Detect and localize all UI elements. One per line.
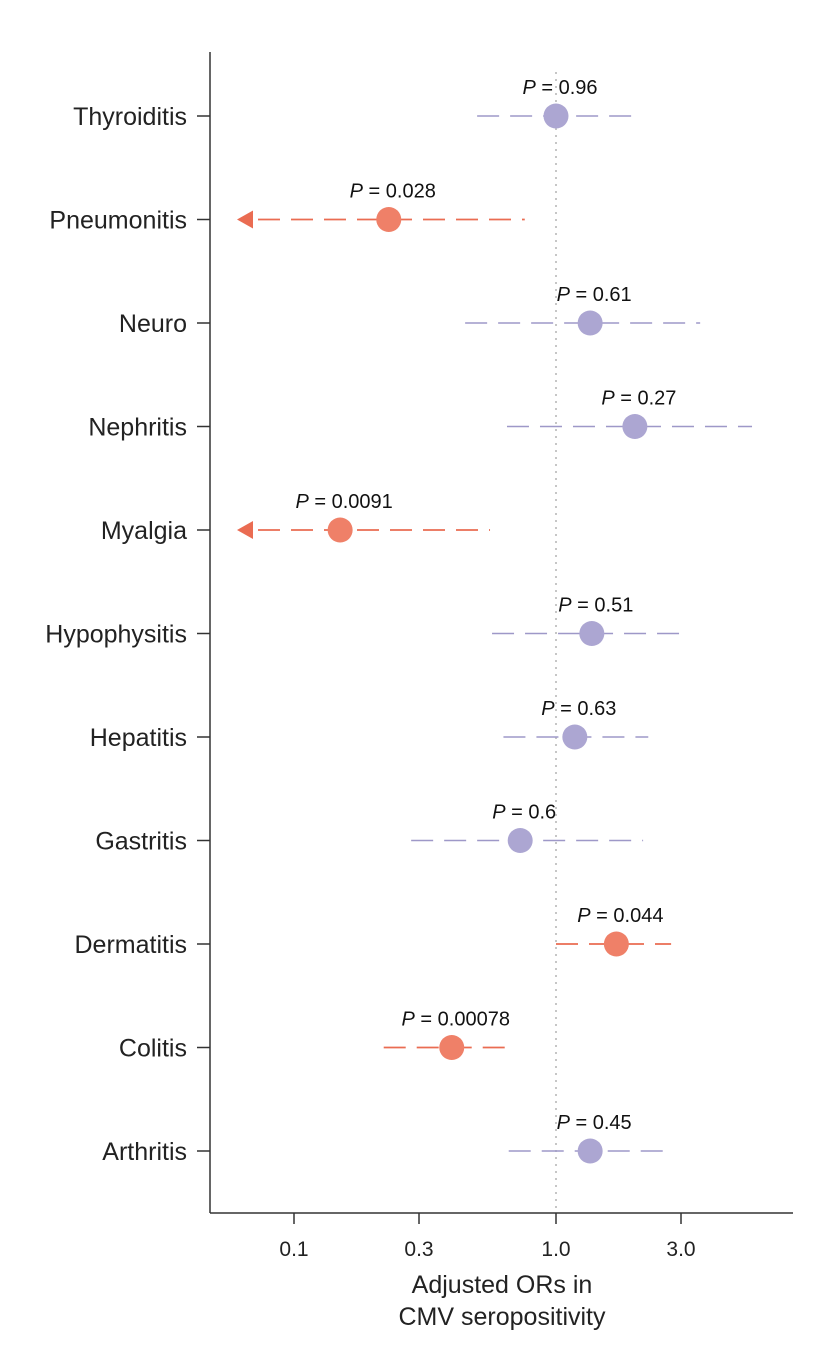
x-tick-label: 0.1	[279, 1238, 308, 1261]
p-value-label: P = 0.45	[557, 1112, 632, 1134]
category-label: Pneumonitis	[49, 207, 187, 235]
forest-row: Thyroiditis P = 0.96	[73, 77, 638, 131]
category-label: Thyroiditis	[73, 103, 187, 131]
category-label: Hypophysitis	[45, 621, 187, 649]
category-label: Arthritis	[102, 1138, 187, 1166]
category-label: Gastritis	[95, 828, 187, 856]
forest-row: Arthritis P = 0.45	[102, 1112, 670, 1166]
forest-row: Hypophysitis P = 0.51	[45, 595, 683, 649]
forest-row: Hepatitis P = 0.63	[90, 698, 649, 752]
p-value-label: P = 0.028	[350, 181, 436, 203]
p-value-label: P = 0.63	[541, 698, 616, 720]
p-value-label: P = 0.6	[492, 802, 556, 824]
odds-ratio-point	[439, 1035, 465, 1060]
p-value-label: P = 0.044	[577, 905, 663, 927]
odds-ratio-point	[376, 207, 402, 232]
forest-row: Nephritis P = 0.27	[88, 388, 753, 442]
p-value-label: P = 0.27	[601, 388, 676, 410]
forest-row: Pneumonitis P = 0.028	[49, 181, 525, 235]
odds-ratio-point	[579, 621, 605, 646]
truncation-arrow	[237, 210, 253, 229]
odds-ratio-point	[543, 103, 569, 129]
forest-rows: Thyroiditis P = 0.96 Pneumonitis P = 0.028 N…	[45, 77, 753, 1166]
p-value-label: P = 0.00078	[402, 1009, 510, 1031]
x-axis-title-line: Adjusted ORs in	[412, 1271, 593, 1299]
category-label: Dermatitis	[74, 931, 187, 959]
category-label: Neuro	[119, 310, 187, 338]
odds-ratio-point	[577, 1138, 603, 1164]
forest-row: Gastritis P = 0.6	[95, 802, 644, 856]
category-label: Colitis	[119, 1035, 187, 1063]
axes: 0.1 0.3 1.0 3.0	[209, 52, 793, 1261]
category-label: Hepatitis	[90, 724, 187, 752]
p-value-label: P = 0.0091	[295, 491, 392, 513]
category-label: Myalgia	[101, 517, 187, 545]
odds-ratio-point	[507, 828, 533, 853]
odds-ratio-point	[327, 517, 353, 543]
x-tick-label: 3.0	[666, 1238, 695, 1261]
odds-ratio-point	[577, 310, 603, 336]
odds-ratio-point	[603, 931, 629, 957]
p-value-label: P = 0.96	[522, 77, 597, 99]
category-label: Nephritis	[88, 414, 187, 442]
truncation-arrow	[237, 521, 253, 539]
x-axis-title: Adjusted ORs in CMV seropositivity	[399, 1271, 606, 1331]
odds-ratio-point	[562, 724, 588, 750]
forest-row: Dermatitis P = 0.044	[74, 905, 672, 959]
p-value-label: P = 0.51	[558, 595, 633, 617]
p-value-label: P = 0.61	[557, 284, 632, 306]
forest-row: Colitis P = 0.00078	[119, 1009, 516, 1063]
x-axis-title-line: CMV seropositivity	[399, 1303, 606, 1331]
x-tick-label: 1.0	[541, 1238, 570, 1261]
odds-ratio-point	[622, 414, 648, 439]
x-tick-label: 0.3	[404, 1238, 433, 1261]
forest-row: Neuro P = 0.61	[119, 284, 701, 338]
forest-row: Myalgia P = 0.0091	[101, 491, 491, 545]
